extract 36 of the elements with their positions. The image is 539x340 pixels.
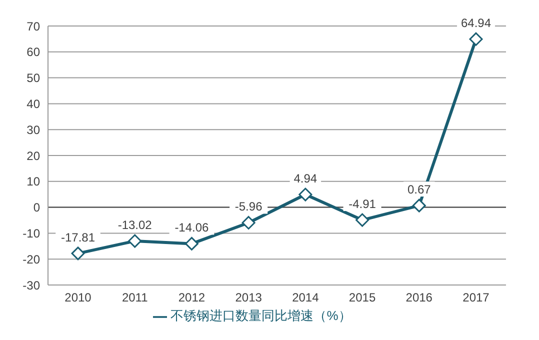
data-label: -14.06: [174, 220, 210, 235]
x-tick-label: 2016: [406, 290, 433, 305]
data-label: -4.91: [348, 197, 376, 212]
point: [128, 234, 142, 248]
point: [184, 236, 198, 250]
point: [356, 213, 370, 227]
data-label: 4.94: [294, 172, 318, 186]
y-tick-label: -30: [22, 278, 40, 292]
y-tick-label: 60: [26, 45, 40, 60]
x-tick-label: 2012: [178, 290, 206, 305]
point: [71, 246, 85, 260]
x-tick-label: 2014: [292, 290, 320, 305]
y-tick-label: -10: [22, 226, 40, 240]
y-tick-label: 10: [26, 174, 40, 189]
y-tick-label: -20: [22, 252, 40, 266]
data-label: -13.02: [118, 218, 152, 232]
data-label: -17.81: [60, 230, 96, 244]
point: [469, 32, 483, 46]
x-tick-label: 2017: [462, 290, 490, 305]
point: [242, 216, 256, 230]
x-tick-label: 2010: [64, 290, 92, 305]
x-tick-label: 2011: [122, 290, 148, 305]
point: [298, 188, 312, 202]
point: [412, 198, 426, 212]
x-tick-label: 2013: [235, 290, 262, 305]
y-tick-label: 50: [26, 71, 40, 86]
y-tick-label: 20: [26, 148, 40, 163]
y-tick-label: 30: [26, 122, 40, 137]
y-tick-label: 70: [26, 19, 40, 34]
legend-label: 不锈钢进口数量同比增速（%）: [170, 308, 352, 323]
data-label: 64.94: [460, 16, 492, 30]
x-tick-label: 2015: [348, 290, 376, 305]
y-tick-label: 40: [26, 96, 40, 111]
data-label: 0.67: [407, 182, 432, 197]
y-tick-label: 0: [33, 200, 40, 215]
data-label: -5.96: [234, 200, 263, 214]
